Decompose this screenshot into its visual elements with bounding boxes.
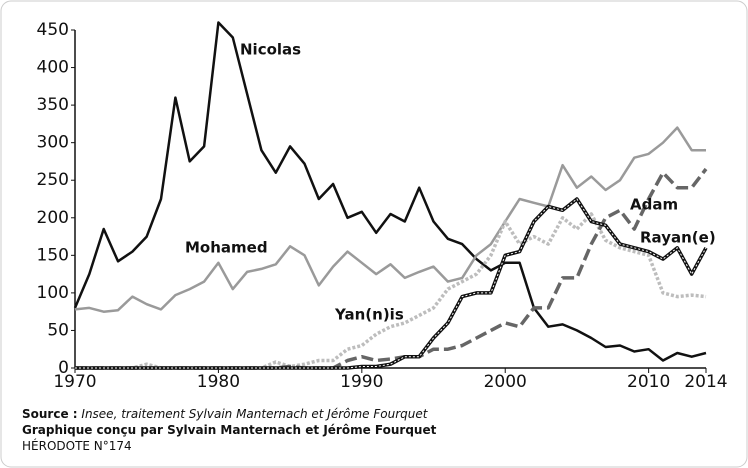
y-tick-label: 250: [37, 170, 69, 190]
y-tick-label: 150: [37, 245, 69, 265]
series-line-inner: [75, 198, 707, 369]
y-tick-label: 0: [58, 358, 69, 378]
y-tick-label: 350: [37, 95, 69, 115]
source: Source : Insee, traitement Sylvain Mante…: [22, 407, 429, 421]
y-tick-label: 300: [37, 133, 69, 153]
source-label: Source :: [22, 407, 78, 421]
series-label: Yan(n)is: [334, 306, 404, 324]
x-tick-label: 2010: [627, 372, 670, 392]
x-tick-label: 1990: [340, 372, 383, 392]
source-text: Insee, traitement Sylvain Manternach et …: [81, 407, 428, 421]
y-tick-label: 100: [37, 283, 69, 303]
publication: HÉRODOTE N°174: [22, 438, 132, 453]
x-tick-label: 2014: [684, 372, 727, 392]
x-tick-label: 2000: [484, 372, 527, 392]
y-tick-label: 200: [37, 208, 69, 228]
series-line: [74, 126, 706, 313]
x-tick-label: 1970: [53, 372, 96, 392]
series-label: Nicolas: [240, 41, 301, 59]
credit: Graphique conçu par Sylvain Manternach e…: [22, 423, 437, 437]
y-tick-label: 450: [37, 20, 69, 40]
series-label: Mohamed: [185, 239, 268, 257]
y-tick-label: 400: [37, 58, 69, 78]
y-tick-label: 50: [47, 320, 69, 340]
x-tick-label: 1980: [197, 372, 240, 392]
series-line: [73, 21, 707, 362]
series-label: Rayan(e): [640, 229, 716, 247]
series-label: Adam: [630, 196, 678, 214]
